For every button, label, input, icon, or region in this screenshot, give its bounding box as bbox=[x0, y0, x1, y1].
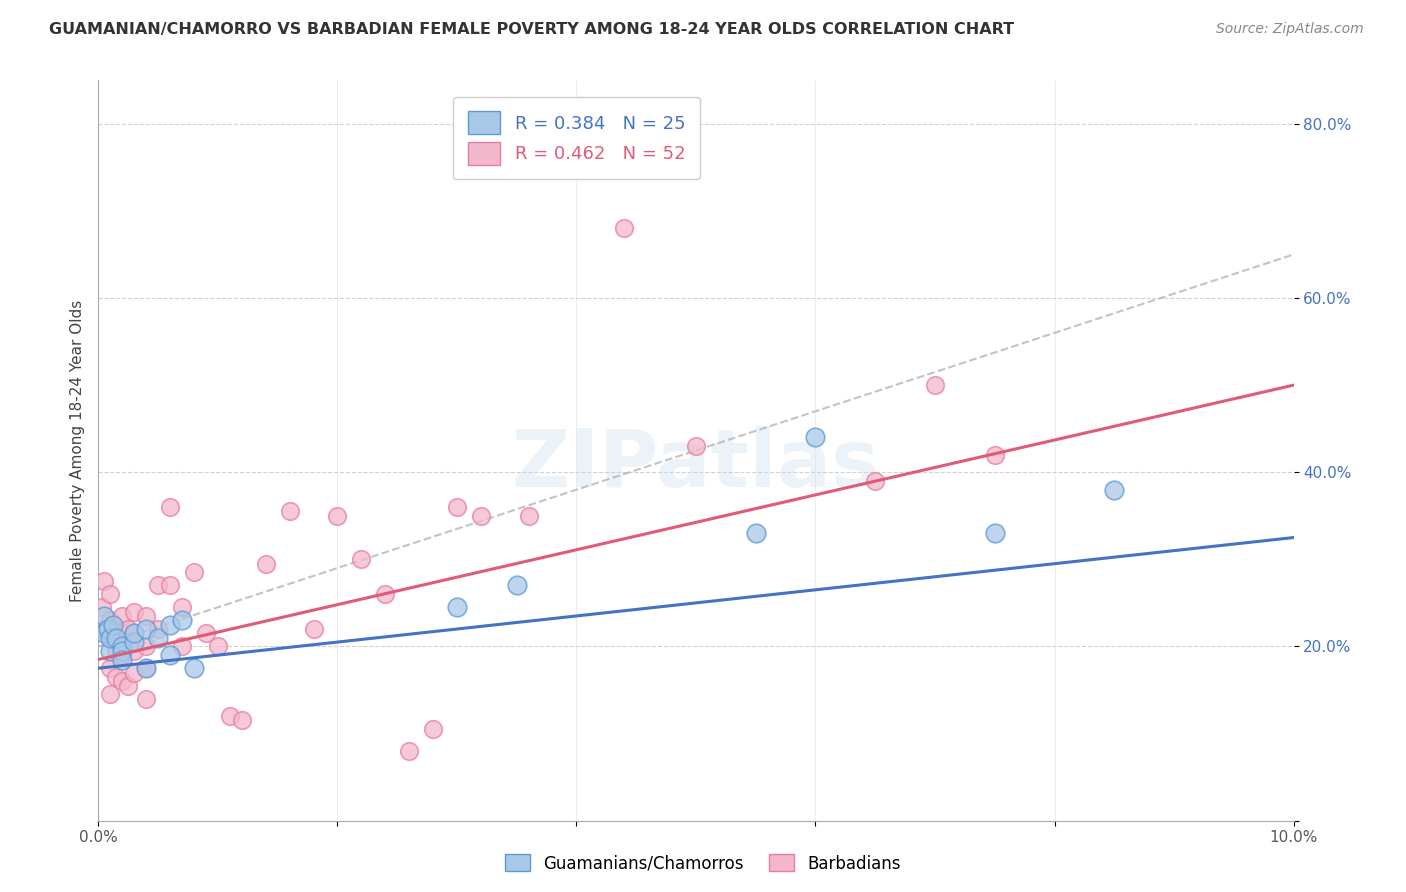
Point bbox=[195, 626, 218, 640]
Point bbox=[135, 661, 157, 675]
Point bbox=[101, 617, 124, 632]
Point bbox=[105, 631, 128, 645]
Point bbox=[517, 508, 540, 523]
Point bbox=[148, 622, 170, 636]
Point bbox=[135, 640, 157, 654]
Point bbox=[159, 578, 181, 592]
Point bbox=[91, 600, 114, 615]
Point bbox=[302, 622, 325, 636]
Point bbox=[924, 378, 946, 392]
Point bbox=[183, 566, 205, 580]
Text: Source: ZipAtlas.com: Source: ZipAtlas.com bbox=[1216, 22, 1364, 37]
Point bbox=[97, 622, 120, 636]
Point bbox=[326, 508, 349, 523]
Point bbox=[98, 587, 122, 601]
Point bbox=[93, 622, 115, 636]
Point bbox=[148, 578, 170, 592]
Point bbox=[172, 613, 194, 627]
Point bbox=[105, 670, 128, 684]
Point bbox=[98, 631, 122, 645]
Point bbox=[804, 430, 827, 444]
Point bbox=[613, 221, 636, 235]
Point bbox=[374, 587, 396, 601]
Point bbox=[159, 617, 181, 632]
Point bbox=[278, 504, 301, 518]
Point bbox=[98, 613, 122, 627]
Point bbox=[470, 508, 492, 523]
Legend: R = 0.384   N = 25, R = 0.462   N = 52: R = 0.384 N = 25, R = 0.462 N = 52 bbox=[453, 96, 700, 179]
Point bbox=[745, 526, 768, 541]
Point bbox=[984, 526, 1007, 541]
Point bbox=[148, 631, 170, 645]
Point bbox=[124, 605, 146, 619]
Point bbox=[506, 578, 529, 592]
Point bbox=[111, 644, 134, 658]
Point bbox=[117, 622, 139, 636]
Point bbox=[135, 691, 157, 706]
Point bbox=[446, 600, 468, 615]
Point bbox=[984, 448, 1007, 462]
Point bbox=[350, 552, 373, 566]
Point bbox=[685, 439, 707, 453]
Point bbox=[93, 626, 115, 640]
Point bbox=[111, 648, 134, 662]
Point bbox=[231, 714, 253, 728]
Point bbox=[398, 744, 420, 758]
Point bbox=[254, 557, 277, 571]
Point bbox=[172, 640, 194, 654]
Point bbox=[98, 687, 122, 701]
Point bbox=[124, 644, 146, 658]
Point bbox=[865, 474, 887, 488]
Point bbox=[124, 665, 146, 680]
Point bbox=[93, 609, 115, 624]
Point bbox=[111, 626, 134, 640]
Point bbox=[172, 600, 194, 615]
Point bbox=[124, 626, 146, 640]
Point bbox=[183, 661, 205, 675]
Point bbox=[159, 648, 181, 662]
Point bbox=[135, 661, 157, 675]
Text: GUAMANIAN/CHAMORRO VS BARBADIAN FEMALE POVERTY AMONG 18-24 YEAR OLDS CORRELATION: GUAMANIAN/CHAMORRO VS BARBADIAN FEMALE P… bbox=[49, 22, 1014, 37]
Point bbox=[446, 500, 468, 514]
Point bbox=[98, 661, 122, 675]
Point bbox=[117, 679, 139, 693]
Y-axis label: Female Poverty Among 18-24 Year Olds: Female Poverty Among 18-24 Year Olds bbox=[69, 300, 84, 601]
Point bbox=[159, 500, 181, 514]
Point bbox=[135, 622, 157, 636]
Point bbox=[219, 709, 242, 723]
Point bbox=[124, 626, 146, 640]
Point bbox=[105, 644, 128, 658]
Point bbox=[124, 635, 146, 649]
Point bbox=[422, 722, 444, 736]
Point bbox=[101, 622, 124, 636]
Point bbox=[111, 652, 134, 666]
Point bbox=[111, 674, 134, 689]
Point bbox=[98, 631, 122, 645]
Legend: Guamanians/Chamorros, Barbadians: Guamanians/Chamorros, Barbadians bbox=[499, 847, 907, 880]
Point bbox=[98, 644, 122, 658]
Point bbox=[111, 640, 134, 654]
Point bbox=[111, 609, 134, 624]
Point bbox=[135, 609, 157, 624]
Point bbox=[93, 574, 115, 588]
Point bbox=[1104, 483, 1126, 497]
Text: ZIPatlas: ZIPatlas bbox=[512, 426, 880, 504]
Point bbox=[207, 640, 229, 654]
